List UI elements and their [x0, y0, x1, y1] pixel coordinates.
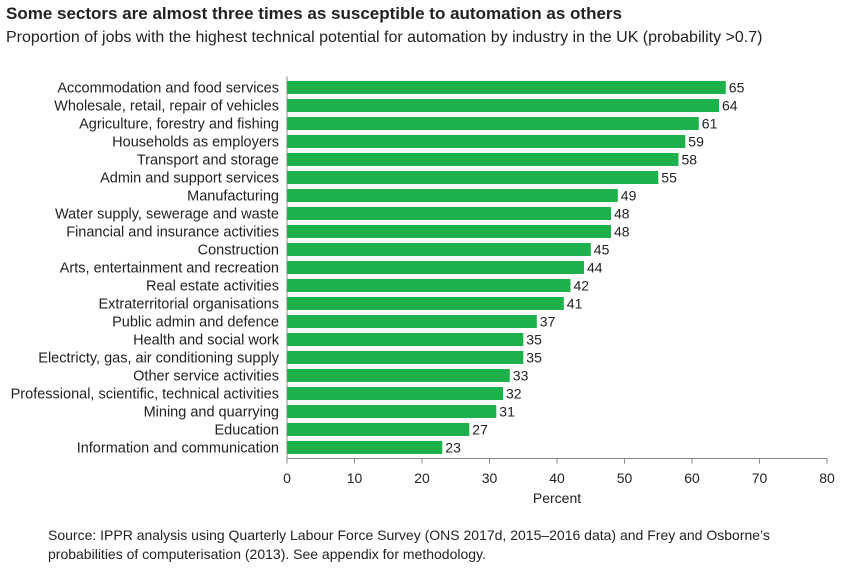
x-tick-label: 70 [752, 470, 768, 486]
bar [287, 441, 443, 454]
data-label: 35 [526, 332, 542, 348]
category-label: Professional, scientific, technical acti… [11, 387, 279, 403]
category-label: Mining and quarrying [144, 405, 279, 421]
bar [287, 81, 726, 94]
bar [287, 261, 584, 274]
data-label: 44 [587, 260, 603, 276]
bar-chart: Accommodation and food services Wholesale… [11, 76, 835, 506]
data-label: 27 [472, 422, 488, 438]
bar [287, 207, 611, 220]
data-label: 32 [506, 386, 522, 402]
category-label: Real estate activities [146, 279, 279, 295]
category-label: Accommodation and food services [57, 81, 279, 97]
x-tick-label: 30 [482, 470, 498, 486]
category-label: Agriculture, forestry and fishing [79, 117, 279, 133]
category-label: Extraterritorial organisations [98, 297, 279, 313]
bar [287, 189, 618, 202]
chart-subtitle: Proportion of jobs with the highest tech… [6, 29, 763, 46]
data-label: 64 [722, 98, 738, 114]
data-label: 48 [614, 224, 630, 240]
bar [287, 297, 564, 310]
bars-group [287, 81, 726, 454]
category-label: Public admin and defence [112, 315, 279, 331]
category-label: Households as employers [112, 135, 279, 151]
category-label: Wholesale, retail, repair of vehicles [54, 99, 279, 115]
x-tick-label: 80 [819, 470, 835, 486]
data-label: 35 [526, 350, 542, 366]
category-label: Other service activities [133, 369, 279, 385]
category-label: Admin and support services [100, 171, 279, 187]
data-label: 49 [621, 188, 637, 204]
data-label: 55 [661, 170, 677, 186]
bar [287, 135, 686, 148]
category-label: Electricty, gas, air conditioning supply [38, 351, 279, 367]
bar [287, 387, 503, 400]
category-label: Financial and insurance activities [66, 225, 279, 241]
x-tick-label: 60 [684, 470, 700, 486]
data-label: 33 [513, 368, 529, 384]
data-label: 23 [445, 440, 461, 456]
source-note: Source: IPPR analysis using Quarterly La… [48, 527, 770, 562]
bar [287, 351, 524, 364]
bar [287, 225, 611, 238]
bar [287, 369, 510, 382]
category-label: Health and social work [133, 333, 280, 349]
category-label: Water supply, sewerage and waste [55, 207, 279, 223]
x-tick-label: 0 [283, 470, 291, 486]
category-label: Construction [198, 243, 279, 259]
bar [287, 99, 719, 112]
value-labels-group: 6564615958554948484544424137353533323127… [445, 80, 744, 456]
category-label: Information and communication [77, 441, 279, 457]
category-label: Manufacturing [187, 189, 279, 205]
data-label: 65 [729, 80, 745, 96]
data-label: 45 [594, 242, 610, 258]
data-label: 48 [614, 206, 630, 222]
bar [287, 333, 524, 346]
bar [287, 279, 571, 292]
chart-title: Some sectors are almost three times as s… [6, 4, 622, 23]
bar [287, 117, 699, 130]
data-label: 59 [688, 134, 704, 150]
data-label: 37 [540, 314, 556, 330]
x-tick-label: 40 [549, 470, 565, 486]
category-labels-group: Accommodation and food services Wholesale… [11, 81, 280, 457]
x-axis-label: Percent [533, 490, 581, 506]
data-label: 41 [567, 296, 583, 312]
bar [287, 171, 659, 184]
x-axis: 0 10 20 30 40 50 60 70 80 [283, 76, 835, 486]
bar [287, 405, 497, 418]
data-label: 31 [499, 404, 515, 420]
category-label: Education [215, 423, 280, 439]
data-label: 58 [682, 152, 698, 168]
bar [287, 423, 470, 436]
x-tick-label: 20 [414, 470, 430, 486]
data-label: 42 [574, 278, 590, 294]
bar [287, 315, 537, 328]
x-tick-label: 10 [347, 470, 363, 486]
category-label: Arts, entertainment and recreation [60, 261, 279, 277]
x-tick-label: 50 [617, 470, 633, 486]
bar [287, 153, 679, 166]
category-label: Transport and storage [137, 153, 279, 169]
bar [287, 243, 591, 256]
data-label: 61 [702, 116, 718, 132]
